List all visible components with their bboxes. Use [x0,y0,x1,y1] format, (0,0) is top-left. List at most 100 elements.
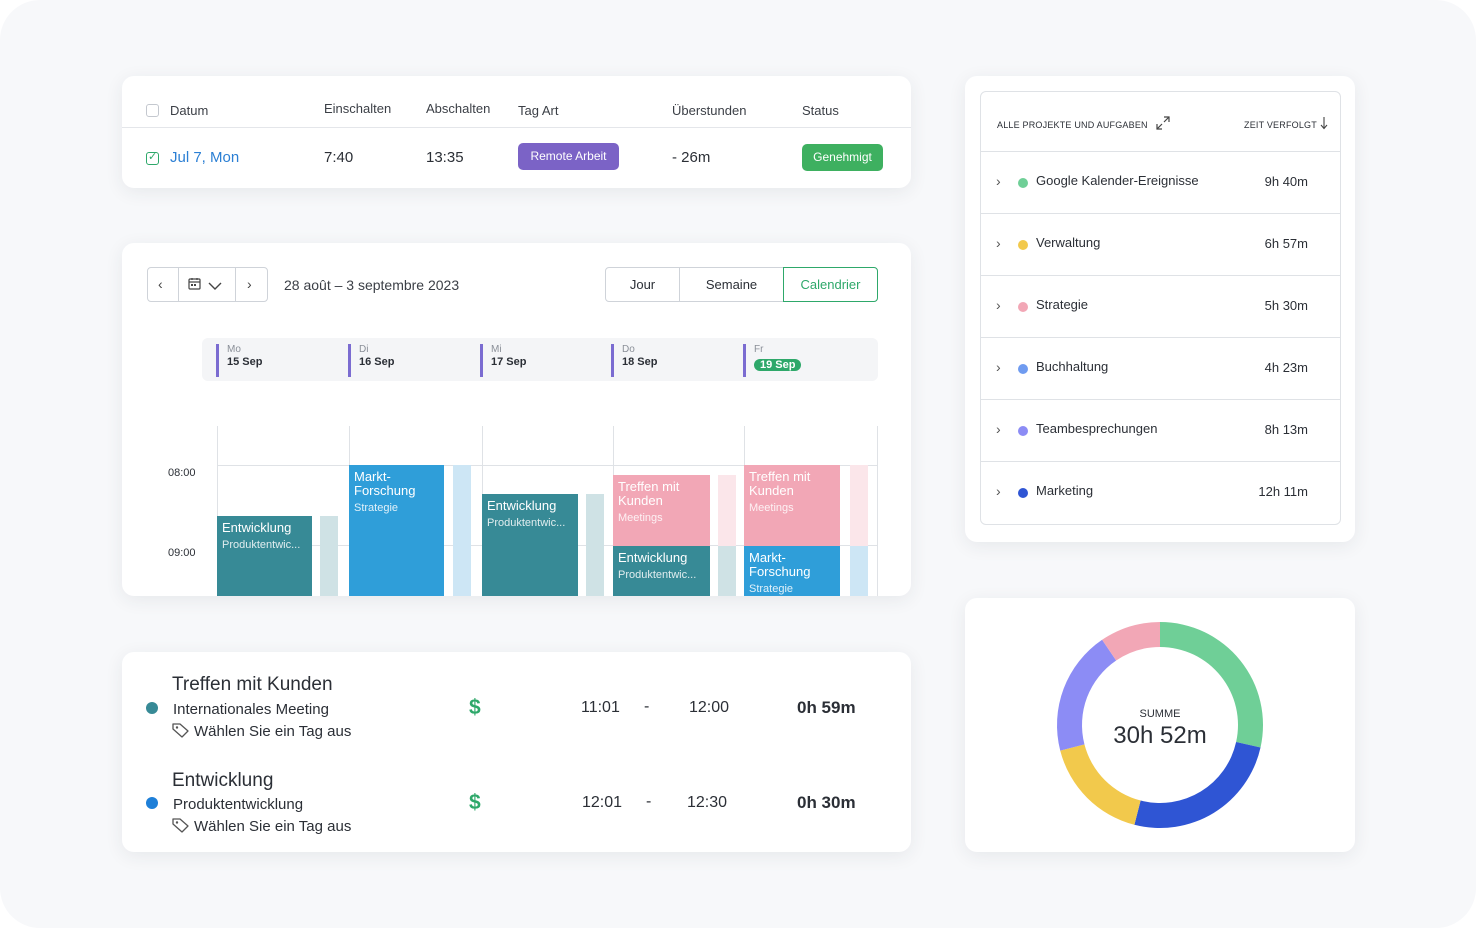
chevron-right-icon[interactable]: › [996,421,1001,437]
project-time: 4h 23m [1264,360,1308,375]
entry-duration: 0h 59m [797,698,856,717]
entry-start-time[interactable]: 12:01 [582,794,623,811]
chevron-right-icon[interactable]: › [996,297,1001,313]
project-color-dot [1018,426,1028,436]
event-subtitle: Produktentwic... [487,517,566,529]
view-week-button[interactable]: Semaine [679,267,784,302]
day-column-header[interactable]: Mo 15 Sep [216,344,262,377]
header-divider [122,127,911,128]
day-column-header[interactable]: Do 18 Sep [611,344,657,377]
calendar-event[interactable]: Treffen mit Kunden Meetings [613,475,710,546]
expand-icon[interactable] [1156,116,1170,135]
project-name: Teambesprechungen [1036,421,1158,436]
header-clock-in: Einschalten [324,101,392,116]
nav-divider [235,268,236,301]
header-clock-out: Abschalten [426,101,491,116]
calendar-event[interactable]: Treffen mit Kunden Meetings [744,465,840,546]
chevron-right-icon[interactable]: › [996,235,1001,251]
time-label: 08:00 [168,467,196,479]
time-tracked-header[interactable]: ZEIT VERFOLGT [1244,120,1317,130]
view-day-button[interactable]: Jour [605,267,680,302]
entry-title[interactable]: Treffen mit Kunden [172,674,333,695]
chevron-right-icon[interactable]: › [996,173,1001,189]
entry-end-time[interactable]: 12:00 [689,699,730,716]
day-column-header[interactable]: Mi 17 Sep [480,344,526,377]
chevron-down-icon[interactable] [208,278,222,294]
event-ghost [586,494,604,596]
tag-icon[interactable] [172,723,189,741]
calendar-event[interactable]: Markt-Forschung Strategie [349,465,444,596]
day-column-header[interactable]: Di 16 Sep [348,344,394,377]
header-overtime: Überstunden [672,103,747,118]
projects-header-title[interactable]: ALLE PROJEKTE UND AUFGABEN [997,120,1148,130]
event-ghost [718,475,736,546]
header-date: Datum [170,103,209,118]
calendar-icon[interactable] [188,277,201,293]
tag-selector[interactable]: Wählen Sie ein Tag aus [194,818,352,835]
day-name: Do [622,344,635,355]
row-date-link[interactable]: Jul 7, Mon [170,149,240,166]
calendar-event[interactable]: Markt-Forschung Strategie [744,546,840,596]
entry-end-time[interactable]: 12:30 [687,794,728,811]
event-ghost [453,465,471,596]
project-time: 9h 40m [1264,174,1308,189]
billable-icon[interactable]: $ [469,791,481,814]
sort-down-icon[interactable] [1320,116,1328,135]
event-title: Entwicklung [487,498,557,513]
view-calendar-button[interactable]: Calendrier [783,267,878,302]
event-ghost [850,546,868,596]
entry-title[interactable]: Entwicklung [172,770,274,791]
calendar-card: ‹ › 28 août – 3 septembre 2023 Jour Sema… [122,243,911,596]
chevron-right-icon[interactable]: › [247,276,252,292]
project-row[interactable]: › Marketing 12h 11m [981,461,1340,523]
status-badge: Genehmigt [802,144,883,171]
entry-subtitle: Internationales Meeting [173,701,329,718]
day-column-header[interactable]: Fr 19 Sep [743,344,802,377]
donut-segment[interactable] [1060,744,1141,825]
timesheet-card: Datum Einschalten Abschalten Tag Art Übe… [122,76,911,188]
project-row[interactable]: › Teambesprechungen 8h 13m [981,399,1340,461]
date-navigator: ‹ › [147,267,268,302]
project-row[interactable]: › Buchhaltung 4h 23m [981,337,1340,399]
date-range: 28 août – 3 septembre 2023 [284,277,460,293]
calendar-event[interactable]: Entwicklung Produktentwic... [482,494,578,596]
tag-icon[interactable] [172,818,189,836]
project-name: Marketing [1036,483,1094,498]
select-all-checkbox[interactable] [146,104,159,117]
donut-segment[interactable] [1160,622,1263,748]
event-subtitle: Strategie [749,583,794,595]
billable-icon[interactable]: $ [469,696,481,719]
calendar-event[interactable]: Entwicklung Produktentwic... [613,546,710,596]
tag-selector[interactable]: Wählen Sie ein Tag aus [194,723,352,740]
entry-start-time[interactable]: 11:01 [581,699,620,716]
chevron-right-icon[interactable]: › [996,359,1001,375]
chevron-right-icon[interactable]: › [996,483,1001,499]
day-date: 16 Sep [359,356,395,368]
project-row[interactable]: › Google Kalender-Ereignisse 9h 40m [981,151,1340,213]
event-subtitle: Strategie [354,502,399,514]
entry-subtitle: Produktentwicklung [173,796,304,813]
day-name: Mi [491,344,502,355]
donut-segment[interactable] [1134,742,1261,828]
header-day-type: Tag Art [518,103,559,118]
event-title: Entwicklung [222,520,292,535]
day-name: Mo [227,344,241,355]
project-row[interactable]: › Verwaltung 6h 57m [981,213,1340,275]
projects-card: ALLE PROJEKTE UND AUFGABEN ZEIT VERFOLGT… [965,76,1355,542]
header-status: Status [802,103,839,118]
event-title: Entwicklung [618,550,688,565]
row-checkbox[interactable] [146,150,159,165]
time-separator: - [646,793,652,810]
projects-table: ALLE PROJEKTE UND AUFGABEN ZEIT VERFOLGT… [980,91,1341,525]
project-row[interactable]: › Strategie 5h 30m [981,275,1340,337]
chevron-left-icon[interactable]: ‹ [158,276,163,292]
nav-divider [178,268,179,301]
time-separator: - [644,698,650,715]
time-label: 09:00 [168,547,196,559]
donut-segment[interactable] [1102,622,1160,661]
donut-segment[interactable] [1057,639,1117,751]
row-clock-out: 13:35 [426,149,464,166]
event-title: Markt-Forschung [749,550,811,579]
calendar-event[interactable]: Entwicklung Produktentwic... [217,516,312,596]
day-name: Di [359,344,369,355]
